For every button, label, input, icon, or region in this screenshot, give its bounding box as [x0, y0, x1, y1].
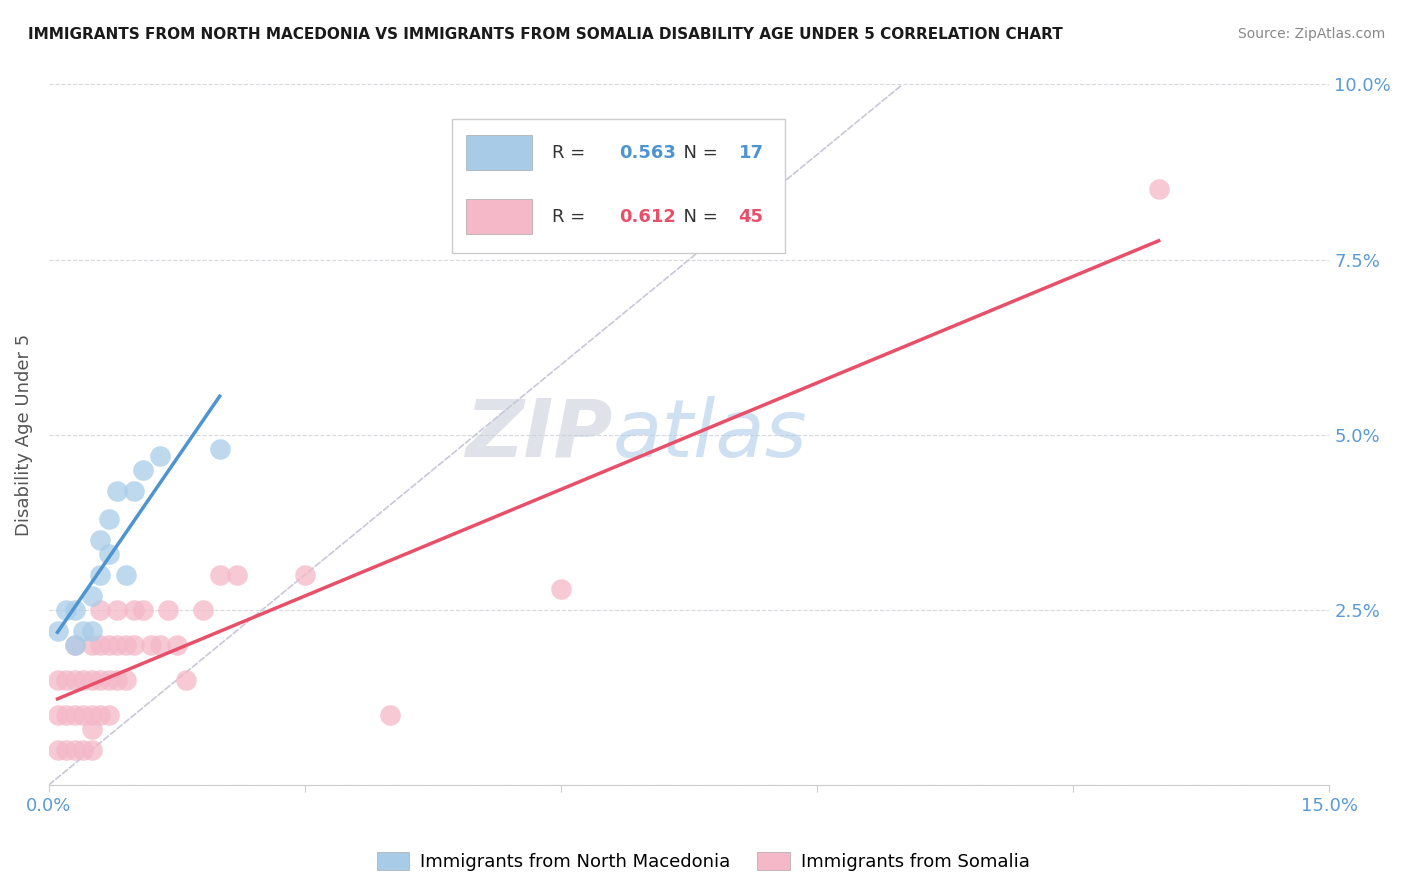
Point	[80, 589, 103, 603]
Point	[550, 582, 572, 596]
Point	[149, 449, 172, 463]
Point	[97, 511, 120, 525]
Point	[141, 638, 163, 652]
Point	[97, 547, 120, 561]
Point	[72, 673, 94, 687]
Point	[191, 602, 214, 616]
Text: IMMIGRANTS FROM NORTH MACEDONIA VS IMMIGRANTS FROM SOMALIA DISABILITY AGE UNDER : IMMIGRANTS FROM NORTH MACEDONIA VS IMMIG…	[28, 27, 1063, 42]
Point	[132, 602, 155, 616]
Point	[124, 602, 146, 616]
Point	[114, 638, 136, 652]
Point	[55, 743, 77, 757]
Y-axis label: Disability Age Under 5: Disability Age Under 5	[15, 334, 32, 536]
Point	[63, 638, 86, 652]
Point	[105, 638, 128, 652]
Point	[294, 567, 316, 582]
Point	[72, 624, 94, 638]
Point	[114, 567, 136, 582]
Point	[46, 743, 69, 757]
Point	[89, 533, 111, 547]
Point	[80, 743, 103, 757]
Point	[63, 743, 86, 757]
Point	[46, 707, 69, 722]
Point	[105, 602, 128, 616]
Point	[63, 638, 86, 652]
Point	[97, 707, 120, 722]
Point	[114, 673, 136, 687]
Point	[89, 638, 111, 652]
Point	[97, 638, 120, 652]
Point	[1147, 182, 1170, 196]
Point	[80, 722, 103, 736]
Point	[208, 567, 231, 582]
Text: Source: ZipAtlas.com: Source: ZipAtlas.com	[1237, 27, 1385, 41]
Text: atlas: atlas	[613, 395, 807, 474]
Point	[149, 638, 172, 652]
Text: ZIP: ZIP	[465, 395, 613, 474]
Point	[80, 624, 103, 638]
Point	[124, 483, 146, 498]
Point	[46, 624, 69, 638]
Point	[380, 707, 402, 722]
Legend: Immigrants from North Macedonia, Immigrants from Somalia: Immigrants from North Macedonia, Immigra…	[370, 845, 1036, 879]
Point	[157, 602, 180, 616]
Point	[124, 638, 146, 652]
Point	[225, 567, 247, 582]
Point	[132, 462, 155, 476]
Point	[63, 707, 86, 722]
Point	[89, 673, 111, 687]
Point	[63, 673, 86, 687]
Point	[97, 673, 120, 687]
Point	[55, 707, 77, 722]
Point	[46, 673, 69, 687]
Point	[89, 602, 111, 616]
Point	[105, 483, 128, 498]
Point	[55, 673, 77, 687]
Point	[63, 602, 86, 616]
Point	[80, 673, 103, 687]
Point	[72, 707, 94, 722]
Point	[55, 602, 77, 616]
Point	[174, 673, 197, 687]
Point	[89, 707, 111, 722]
Point	[208, 442, 231, 456]
Point	[105, 673, 128, 687]
Point	[80, 638, 103, 652]
Point	[72, 743, 94, 757]
Point	[89, 567, 111, 582]
Point	[80, 707, 103, 722]
Point	[166, 638, 188, 652]
